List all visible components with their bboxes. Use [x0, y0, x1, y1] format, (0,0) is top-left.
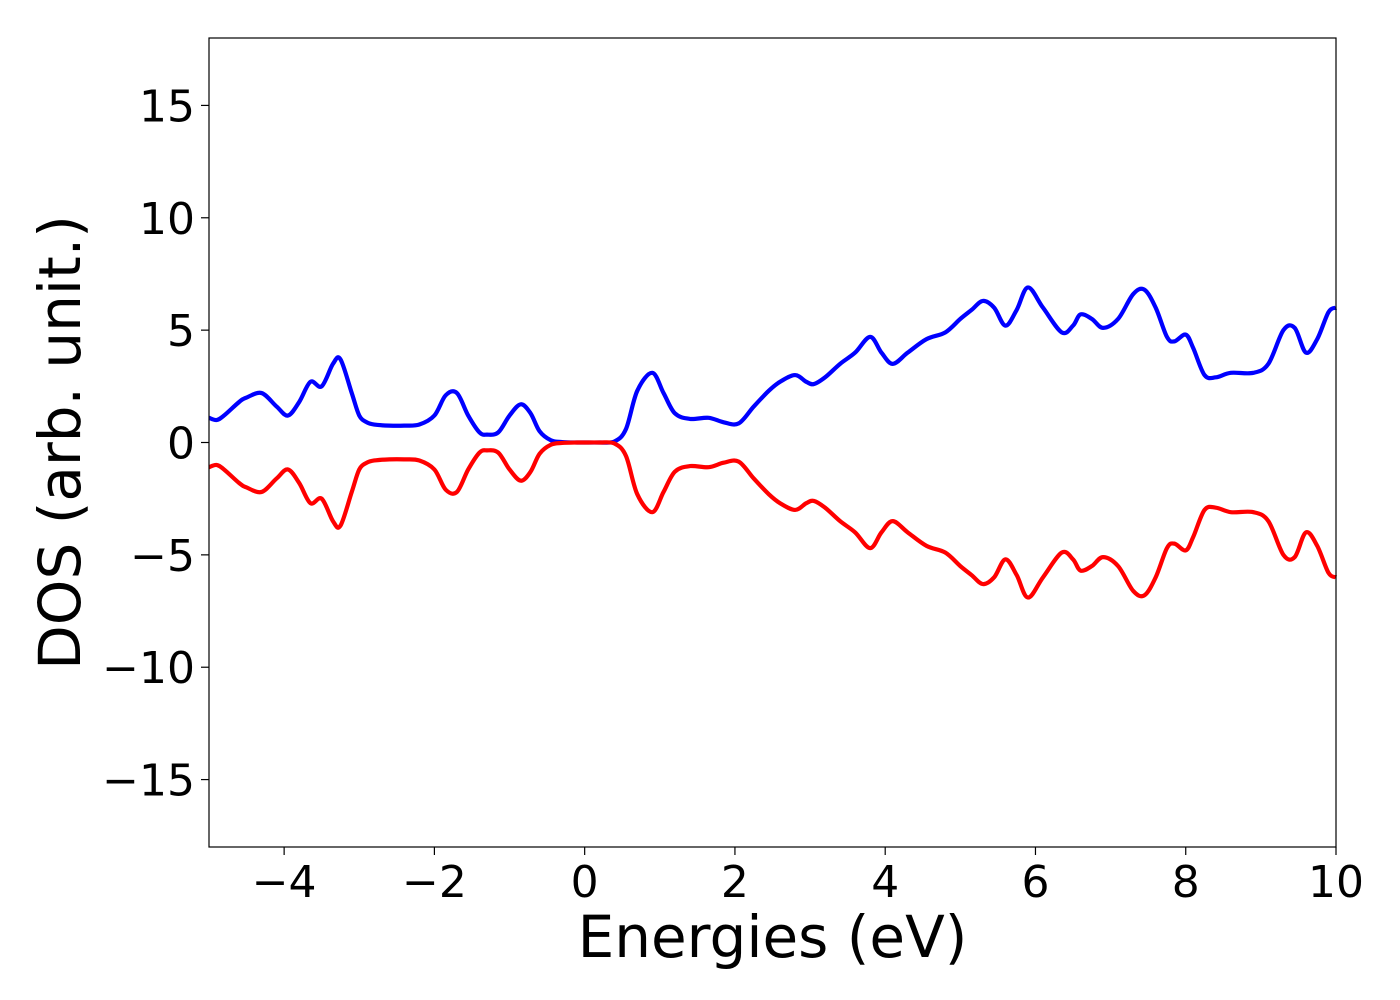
y-tick-label: −5	[130, 531, 195, 582]
x-tick-label: 0	[571, 857, 599, 908]
y-tick-label: 10	[139, 194, 195, 245]
x-tick-label: 4	[871, 857, 899, 908]
x-tick-label: −2	[402, 857, 467, 908]
x-tick-label: 2	[721, 857, 749, 908]
x-tick-label: 10	[1308, 857, 1364, 908]
x-tick-label: 6	[1021, 857, 1049, 908]
series-lines	[208, 285, 1338, 600]
series-line-1	[208, 285, 1338, 445]
y-axis-label: DOS (arb. unit.)	[26, 215, 94, 670]
y-tick-label: 15	[139, 81, 195, 132]
x-axis-ticks: −4 −2 0 2 4 6 8 10	[252, 847, 1364, 908]
y-tick-label: −15	[102, 756, 195, 807]
y-tick-label: −10	[102, 643, 195, 694]
x-axis-label: Energies (eV)	[578, 903, 968, 971]
plot-frame	[208, 37, 1337, 848]
series-line-2	[208, 440, 1338, 600]
y-axis-ticks: −15 −10 −5 0 5 10 15	[102, 81, 209, 807]
x-tick-label: 8	[1172, 857, 1200, 908]
y-tick-label: 5	[167, 306, 195, 357]
y-tick-label: 0	[167, 419, 195, 470]
x-tick-label: −4	[252, 857, 317, 908]
